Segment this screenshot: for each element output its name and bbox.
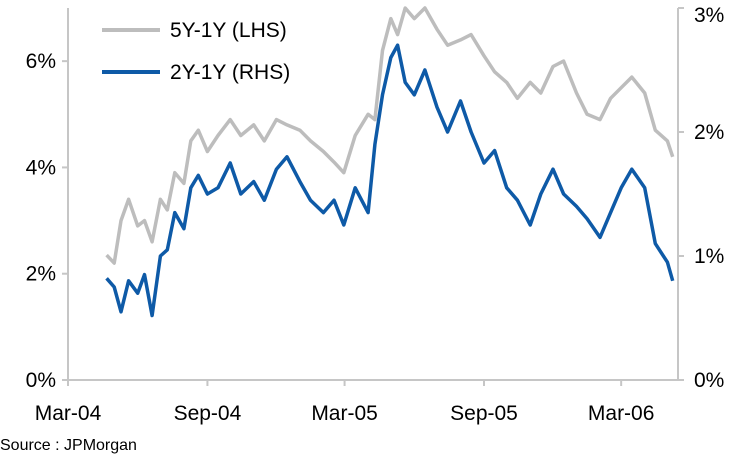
- x-tick-label: Mar-04: [35, 402, 102, 425]
- left-y-tick-label: 4%: [26, 156, 56, 179]
- series-group: [105, 6, 675, 318]
- axes-group: [67, 8, 679, 381]
- x-tick-label: Mar-05: [311, 402, 378, 425]
- series-line-2y-1y: [105, 43, 675, 318]
- x-tick-label: Mar-06: [588, 402, 655, 425]
- x-tick-label: Sep-05: [450, 402, 518, 425]
- right-y-tick-label: 0%: [694, 369, 724, 392]
- right-y-tick-label: 2%: [694, 121, 724, 144]
- legend: 5Y-1Y (LHS) 2Y-1Y (RHS): [102, 19, 290, 84]
- left-y-tick-label: 0%: [26, 369, 56, 392]
- ticks-group: 0% 2% 4% 6% 0% 1% 2% 3% Mar-04 Sep-04 Mar-05 Sep-05…: [26, 4, 725, 425]
- left-y-tick-label: 6%: [26, 50, 56, 73]
- x-tick-label: Sep-04: [174, 402, 242, 425]
- legend-label-2y-1y: 2Y-1Y (RHS): [170, 61, 290, 84]
- source-note: Source : JPMorgan: [0, 437, 137, 454]
- left-y-tick-label: 2%: [26, 263, 56, 286]
- right-y-tick-label: 1%: [694, 245, 724, 268]
- legend-label-5y-1y: 5Y-1Y (LHS): [170, 19, 287, 42]
- right-y-tick-label: 3%: [694, 4, 724, 27]
- series-line-5y-1y: [105, 6, 675, 265]
